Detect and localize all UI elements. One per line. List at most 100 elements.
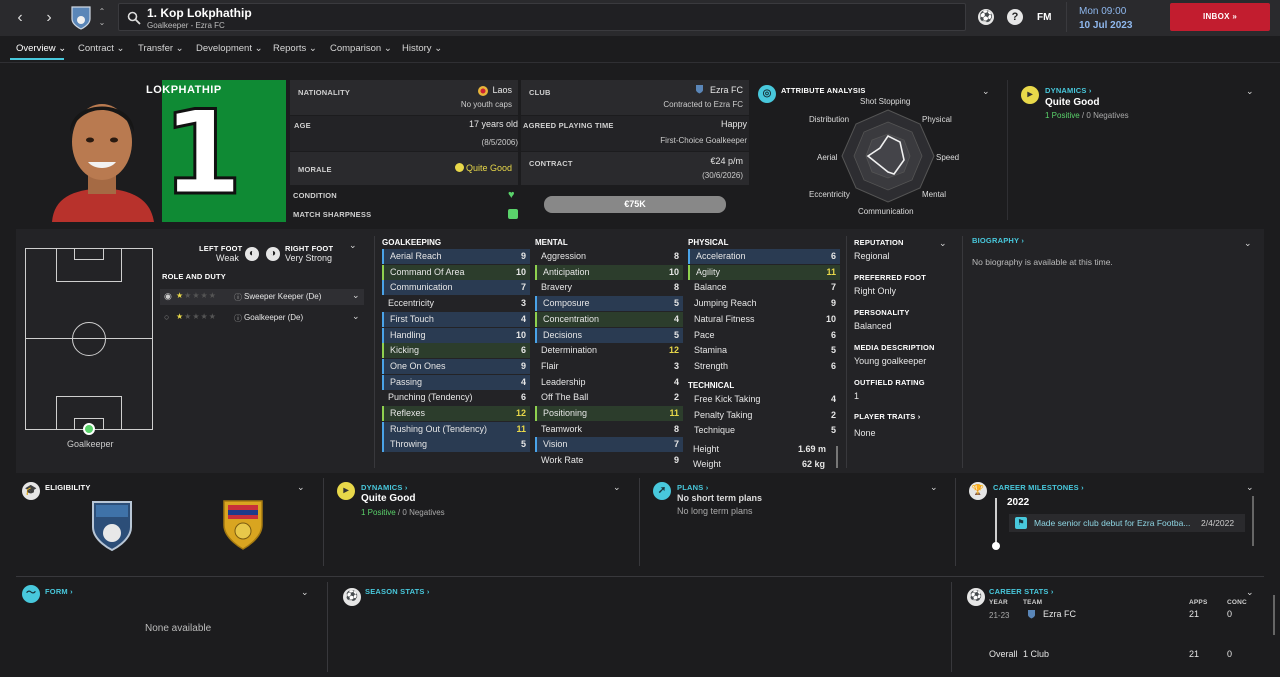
attribute-row[interactable]: Free Kick Taking 4 [688, 392, 840, 407]
attribute-row[interactable]: Penalty Taking 2 [688, 408, 840, 423]
player-switch-arrows[interactable]: ⌃ ⌄ [98, 7, 106, 27]
biography-title-link[interactable]: BIOGRAPHY › [972, 236, 1025, 245]
contract-cell[interactable]: CONTRACT €24 p/m (30/6/2026) [521, 152, 749, 185]
attribute-row[interactable]: Stamina 5 [688, 343, 840, 358]
fm-menu[interactable]: FM [1037, 12, 1052, 23]
plans-chevron-icon[interactable]: ⌄ [930, 482, 938, 492]
attribute-row[interactable]: Throwing 5 [382, 437, 530, 453]
attribute-row[interactable]: Concentration 4 [535, 311, 683, 327]
attribute-row[interactable]: Determination 12 [535, 343, 683, 358]
attribute-value: 5 [830, 345, 836, 356]
help-icon[interactable]: ? [1007, 9, 1023, 25]
role-row-1[interactable]: ◉ ★★★★★ ⓘ Sweeper Keeper (De) ⌄ [160, 289, 364, 305]
position-marker-gk[interactable] [83, 423, 95, 435]
attribute-value: 9 [520, 251, 526, 261]
attribute-row[interactable]: Teamwork 8 [535, 422, 683, 437]
career-stats-title-link[interactable]: CAREER STATS › [989, 587, 1054, 596]
player-title-bar[interactable]: 1. Kop Lokphathip Goalkeeper - Ezra FC [118, 3, 966, 31]
contract-value: €24 p/m [710, 156, 743, 166]
attribute-analysis-chevron-icon[interactable]: ⌄ [982, 86, 990, 96]
player-traits-link[interactable]: PLAYER TRAITS › [854, 412, 921, 421]
season-stats-title-link[interactable]: SEASON STATS › [365, 587, 430, 596]
morale-cell[interactable]: MORALE Quite Good [290, 152, 518, 185]
attribute-row[interactable]: Kicking 6 [382, 343, 530, 359]
back-arrow-icon[interactable]: ‹ [17, 9, 23, 26]
attribute-row[interactable]: Jumping Reach 9 [688, 296, 840, 311]
attribute-row[interactable]: Composure 5 [535, 296, 683, 312]
tab-comparison[interactable]: Comparison ⌄ [330, 43, 392, 54]
tab-transfer[interactable]: Transfer ⌄ [138, 43, 184, 54]
feet-chevron-icon[interactable]: ⌄ [349, 240, 357, 250]
attribute-row[interactable]: Punching (Tendency) 6 [382, 390, 530, 405]
forward-arrow-icon[interactable]: › [46, 9, 52, 26]
attribute-row[interactable]: Command Of Area 10 [382, 264, 530, 280]
dynamics-chevron-icon[interactable]: ⌄ [1246, 86, 1254, 96]
attribute-row[interactable]: Leadership 4 [535, 375, 683, 390]
career-row-team[interactable]: Ezra FC [1043, 609, 1077, 619]
career-scrollbar[interactable] [1273, 595, 1275, 635]
attribute-row[interactable]: Reflexes 12 [382, 406, 530, 421]
milestone-entry[interactable]: ⚑ Made senior club debut for Ezra Footba… [1009, 514, 1245, 532]
dynamics-bottom-chevron-icon[interactable]: ⌄ [613, 482, 621, 492]
attribute-row[interactable]: Bravery 8 [535, 280, 683, 295]
attribute-row[interactable]: Agility 11 [688, 264, 840, 280]
role-chevron-icon-1[interactable]: ⌄ [352, 290, 360, 300]
role-radio[interactable]: ○ [164, 312, 170, 322]
attribute-row[interactable]: One On Ones 9 [382, 358, 530, 374]
attribute-row[interactable]: Aerial Reach 9 [382, 249, 530, 264]
attribute-row[interactable]: Anticipation 10 [535, 264, 683, 280]
attr-scrollbar[interactable] [836, 446, 838, 468]
inbox-button[interactable]: INBOX » [1170, 3, 1270, 31]
tab-development[interactable]: Development ⌄ [196, 43, 263, 54]
dynamics-title-link[interactable]: DYNAMICS › [1045, 86, 1092, 95]
role-row-2[interactable]: ○ ★★★★★ ⓘ Goalkeeper (De) ⌄ [160, 310, 364, 326]
attribute-row[interactable]: Acceleration 6 [688, 249, 840, 264]
transfer-value-bar[interactable]: €75K [544, 196, 726, 213]
attribute-row[interactable]: Work Rate 9 [535, 453, 683, 468]
plans-title-link[interactable]: PLANS › [677, 483, 709, 492]
attribute-row[interactable]: Pace 6 [688, 328, 840, 343]
double-chevron-icon: » [1232, 12, 1238, 21]
role-radio-selected[interactable]: ◉ [164, 291, 172, 301]
eligibility-chevron-icon[interactable]: ⌄ [297, 482, 305, 492]
club-crest-large[interactable] [90, 499, 134, 553]
tab-reports[interactable]: Reports ⌄ [273, 43, 317, 54]
attribute-row[interactable]: Positioning 11 [535, 406, 683, 421]
soccer-ball-icon[interactable]: ⚽ [978, 9, 994, 25]
role-chevron-icon-2[interactable]: ⌄ [352, 311, 360, 321]
club-crest-icon[interactable] [70, 5, 92, 31]
attribute-value: 3 [520, 298, 526, 309]
biography-chevron-icon[interactable]: ⌄ [1244, 238, 1252, 248]
tab-overview[interactable]: Overview ⌄ [16, 43, 67, 54]
club-cell[interactable]: CLUB Ezra FC Contracted to Ezra FC [521, 80, 749, 115]
attribute-row[interactable]: Vision 7 [535, 437, 683, 453]
attribute-row[interactable]: Communication 7 [382, 280, 530, 296]
career-stats-chevron-icon[interactable]: ⌄ [1246, 587, 1254, 597]
tab-contract[interactable]: Contract ⌄ [78, 43, 125, 54]
attribute-row[interactable]: Balance 7 [688, 280, 840, 295]
laos-emblem-large[interactable] [222, 499, 264, 551]
attribute-row[interactable]: First Touch 4 [382, 311, 530, 327]
milestone-scrollbar[interactable] [1252, 496, 1254, 546]
profile-chevron-icon[interactable]: ⌄ [939, 238, 947, 248]
tab-history[interactable]: History ⌄ [402, 43, 443, 54]
form-chevron-icon[interactable]: ⌄ [301, 587, 309, 597]
attribute-row[interactable]: Rushing Out (Tendency) 11 [382, 421, 530, 437]
attribute-row[interactable]: Off The Ball 2 [535, 390, 683, 405]
attribute-row[interactable]: Decisions 5 [535, 327, 683, 343]
attribute-row[interactable]: Natural Fitness 10 [688, 312, 840, 327]
attribute-row[interactable]: Strength 6 [688, 359, 840, 374]
milestones-chevron-icon[interactable]: ⌄ [1246, 482, 1254, 492]
attribute-row[interactable]: Aggression 8 [535, 249, 683, 264]
date-display[interactable]: Mon 09:00 10 Jul 2023 [1066, 2, 1160, 32]
attribute-row[interactable]: Eccentricity 3 [382, 296, 530, 311]
milestones-title-link[interactable]: CAREER MILESTONES › [993, 483, 1084, 492]
attribute-row[interactable]: Technique 5 [688, 423, 840, 438]
attribute-row[interactable]: Handling 10 [382, 327, 530, 343]
nationality-cell[interactable]: NATIONALITY Laos No youth caps [290, 80, 518, 115]
dynamics-bottom-title-link[interactable]: DYNAMICS › [361, 483, 408, 492]
attribute-row[interactable]: Passing 4 [382, 374, 530, 390]
attribute-row[interactable]: Flair 3 [535, 359, 683, 374]
form-title-link[interactable]: FORM › [45, 587, 73, 596]
personality-value: Balanced [854, 321, 892, 331]
